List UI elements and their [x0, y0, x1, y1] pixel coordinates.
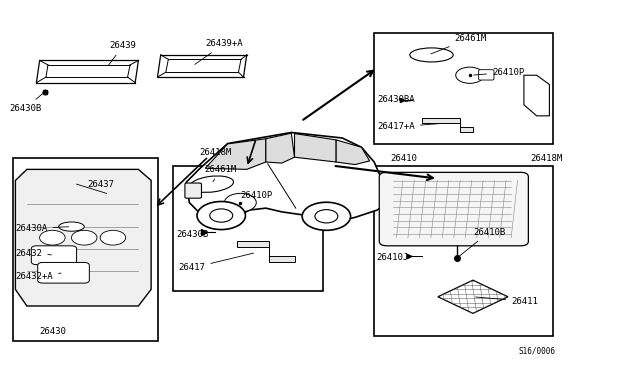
Circle shape: [456, 67, 484, 83]
Text: 26410P: 26410P: [474, 68, 524, 77]
PathPatch shape: [15, 169, 151, 306]
PathPatch shape: [237, 241, 294, 262]
FancyBboxPatch shape: [374, 166, 552, 336]
Text: 26430A: 26430A: [15, 224, 68, 233]
Text: 26418M: 26418M: [531, 154, 563, 163]
Text: 26430B: 26430B: [177, 230, 212, 239]
Circle shape: [225, 193, 256, 212]
Text: 26430: 26430: [40, 327, 67, 336]
Circle shape: [72, 230, 97, 245]
Text: 26410P: 26410P: [241, 191, 273, 203]
PathPatch shape: [524, 75, 549, 116]
FancyBboxPatch shape: [173, 166, 323, 291]
PathPatch shape: [205, 139, 266, 169]
Text: 26411: 26411: [476, 297, 538, 306]
FancyBboxPatch shape: [38, 262, 90, 283]
Text: 26430B: 26430B: [9, 94, 43, 113]
Text: 26418M: 26418M: [199, 148, 231, 157]
PathPatch shape: [266, 133, 294, 163]
Text: 26417+A: 26417+A: [378, 122, 442, 131]
Text: 26439+A: 26439+A: [195, 39, 243, 64]
FancyBboxPatch shape: [479, 70, 494, 80]
FancyBboxPatch shape: [185, 183, 202, 198]
Circle shape: [210, 209, 233, 222]
Circle shape: [100, 230, 125, 245]
Ellipse shape: [59, 222, 84, 231]
Text: S16/0006: S16/0006: [519, 347, 556, 356]
Ellipse shape: [190, 176, 234, 192]
FancyBboxPatch shape: [13, 158, 157, 341]
Text: 26432: 26432: [15, 249, 51, 258]
Text: 26410J: 26410J: [376, 253, 412, 263]
Text: 26410B: 26410B: [459, 228, 505, 256]
Text: 26439: 26439: [108, 41, 136, 65]
PathPatch shape: [294, 134, 336, 162]
Text: 26432+A: 26432+A: [15, 272, 61, 281]
FancyBboxPatch shape: [374, 33, 552, 144]
PathPatch shape: [186, 132, 387, 221]
FancyBboxPatch shape: [31, 246, 77, 264]
Text: 26461M: 26461M: [204, 165, 236, 182]
Ellipse shape: [410, 48, 453, 62]
FancyBboxPatch shape: [380, 172, 529, 246]
Text: 26461M: 26461M: [431, 34, 486, 54]
Circle shape: [40, 230, 65, 245]
Text: 26430BA: 26430BA: [378, 95, 415, 104]
PathPatch shape: [438, 280, 508, 313]
Circle shape: [315, 210, 338, 223]
Text: 26417: 26417: [179, 253, 253, 272]
PathPatch shape: [336, 140, 370, 164]
Circle shape: [302, 202, 351, 230]
PathPatch shape: [422, 118, 473, 132]
Text: 26437: 26437: [88, 180, 115, 189]
Text: 26410: 26410: [390, 154, 417, 163]
Circle shape: [197, 202, 246, 230]
